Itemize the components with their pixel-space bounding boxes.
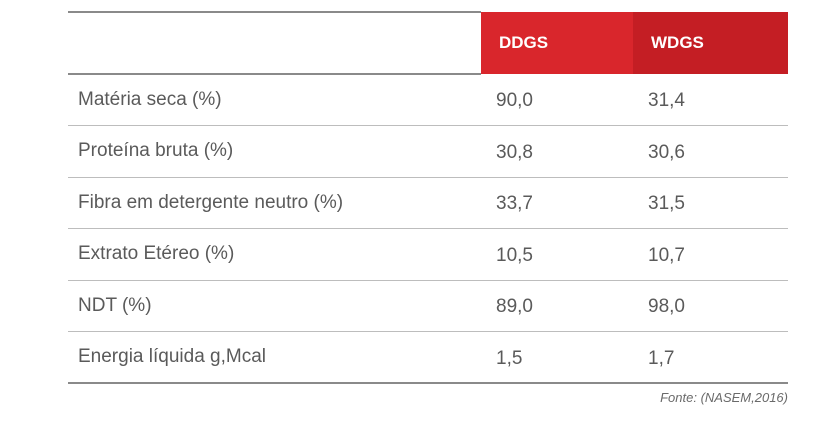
table-row: Proteína bruta (%) 30,8 30,6 (68, 125, 788, 178)
row-label: Matéria seca (%) (68, 74, 481, 126)
wdgs-value: 30,6 (633, 125, 788, 178)
table-row: Fibra em detergente neutro (%) 33,7 31,5 (68, 177, 788, 229)
wdgs-value: 31,5 (633, 177, 788, 229)
ddgs-value: 1,5 (481, 331, 633, 384)
ddgs-value: 10,5 (481, 228, 633, 281)
ddgs-value: 33,7 (481, 177, 633, 229)
row-label: NDT (%) (68, 280, 481, 332)
table-row: NDT (%) 89,0 98,0 (68, 280, 788, 332)
header-row: DDGS WDGS (68, 11, 788, 75)
nutrient-table-container: DDGS WDGS Matéria seca (%) 90,0 31,4 Pro… (68, 11, 788, 384)
ddgs-value: 30,8 (481, 125, 633, 178)
wdgs-value: 98,0 (633, 280, 788, 332)
row-label: Proteína bruta (%) (68, 125, 481, 178)
wdgs-value: 1,7 (633, 331, 788, 384)
table-row: Extrato Etéreo (%) 10,5 10,7 (68, 228, 788, 281)
ddgs-value: 90,0 (481, 74, 633, 126)
nutrient-table: DDGS WDGS Matéria seca (%) 90,0 31,4 Pro… (68, 11, 788, 384)
header-cell-blank (68, 11, 481, 75)
row-label: Extrato Etéreo (%) (68, 228, 481, 281)
table-row: Energia líquida g,Mcal 1,5 1,7 (68, 331, 788, 384)
wdgs-value: 10,7 (633, 228, 788, 281)
row-label: Energia líquida g,Mcal (68, 331, 481, 384)
row-label: Fibra em detergente neutro (%) (68, 177, 481, 229)
wdgs-value: 31,4 (633, 74, 788, 126)
table-body: Matéria seca (%) 90,0 31,4 Proteína brut… (68, 74, 788, 384)
header-cell-ddgs: DDGS (481, 12, 633, 74)
table-header: DDGS WDGS (68, 11, 788, 75)
header-cell-wdgs: WDGS (633, 12, 788, 74)
ddgs-value: 89,0 (481, 280, 633, 332)
table-row: Matéria seca (%) 90,0 31,4 (68, 74, 788, 126)
source-citation: Fonte: (NASEM,2016) (660, 390, 788, 405)
